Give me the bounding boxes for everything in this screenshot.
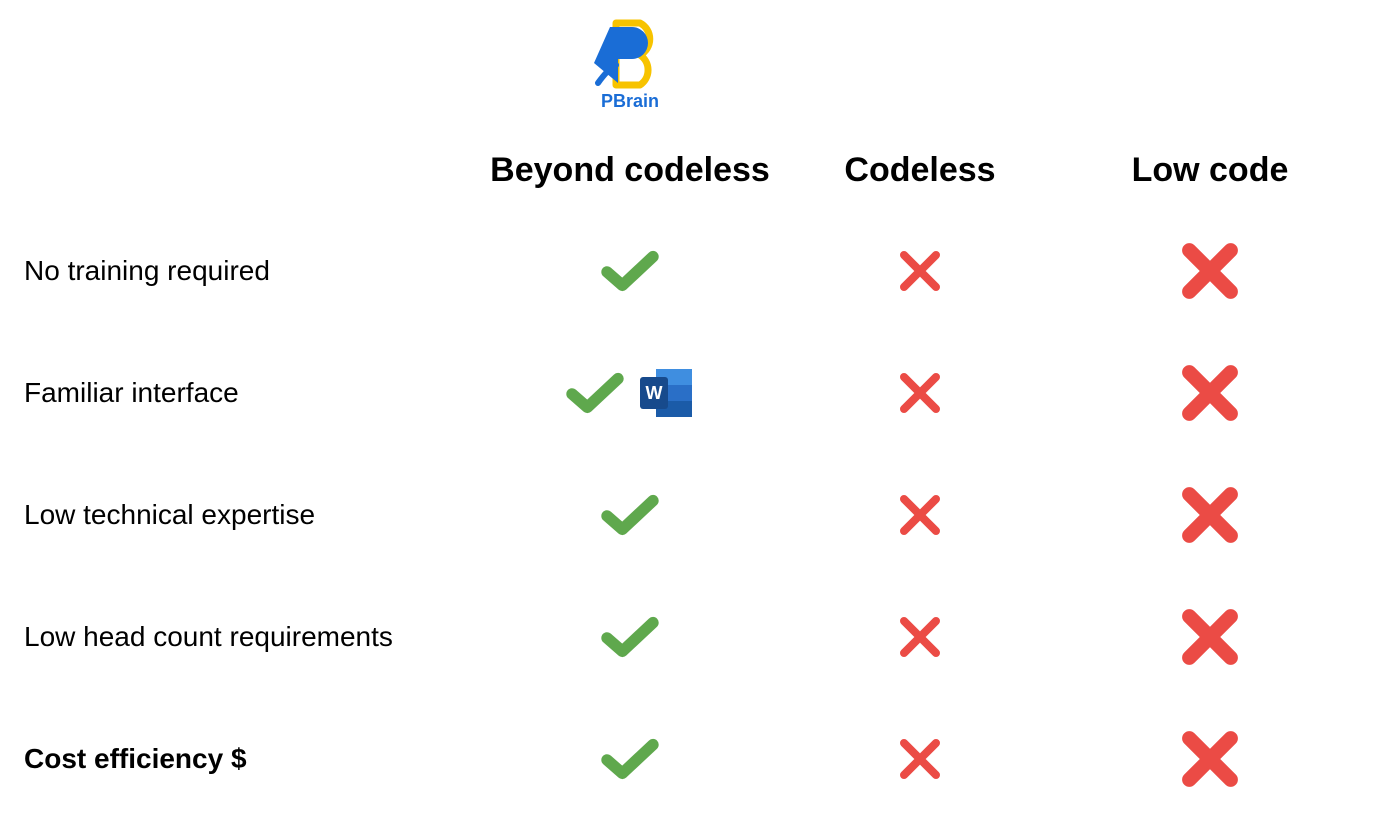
- cross-icon: [896, 613, 944, 661]
- cell-familiar-beyond: W: [480, 367, 780, 419]
- row-label-cost: Cost efficiency $: [0, 743, 480, 775]
- check-icon: [601, 249, 659, 293]
- row-label-familiar: Familiar interface: [0, 377, 480, 409]
- pbrain-logo: PBrain: [590, 19, 670, 112]
- cross-icon: [1171, 728, 1249, 790]
- cell-no_training-codeless: [780, 247, 1060, 295]
- cell-headcount-codeless: [780, 613, 1060, 661]
- cell-headcount-lowcode: [1060, 606, 1360, 668]
- row-label-headcount: Low head count requirements: [0, 621, 480, 653]
- row-label-low_tech: Low technical expertise: [0, 499, 480, 531]
- cell-cost-codeless: [780, 735, 1060, 783]
- column-header-lowcode: Low code: [1060, 151, 1360, 190]
- cell-familiar-codeless: [780, 369, 1060, 417]
- pbrain-logo-mark: [590, 19, 670, 89]
- check-icon: [601, 493, 659, 537]
- cell-cost-lowcode: [1060, 728, 1360, 790]
- cross-icon: [896, 247, 944, 295]
- ms-word-icon: W: [638, 367, 694, 419]
- check-icon: [601, 615, 659, 659]
- cell-low_tech-lowcode: [1060, 484, 1360, 546]
- comparison-table: PBrain Beyond codeless Codeless Low code…: [0, 0, 1383, 820]
- pbrain-logo-text: PBrain: [601, 91, 659, 112]
- row-label-no_training: No training required: [0, 255, 480, 287]
- cross-icon: [896, 369, 944, 417]
- cross-icon: [1171, 484, 1249, 546]
- column-header-beyond: Beyond codeless: [480, 151, 780, 190]
- cross-icon: [896, 491, 944, 539]
- logo-cell: PBrain: [480, 19, 780, 112]
- cell-headcount-beyond: [480, 615, 780, 659]
- svg-text:W: W: [646, 383, 663, 403]
- check-icon: [601, 737, 659, 781]
- cell-familiar-lowcode: [1060, 362, 1360, 424]
- cell-low_tech-codeless: [780, 491, 1060, 539]
- cross-icon: [1171, 606, 1249, 668]
- cell-no_training-lowcode: [1060, 240, 1360, 302]
- cell-no_training-beyond: [480, 249, 780, 293]
- cell-low_tech-beyond: [480, 493, 780, 537]
- column-header-codeless: Codeless: [780, 151, 1060, 190]
- cross-icon: [1171, 362, 1249, 424]
- cell-cost-beyond: [480, 737, 780, 781]
- cross-icon: [896, 735, 944, 783]
- cross-icon: [1171, 240, 1249, 302]
- check-icon: [566, 371, 624, 415]
